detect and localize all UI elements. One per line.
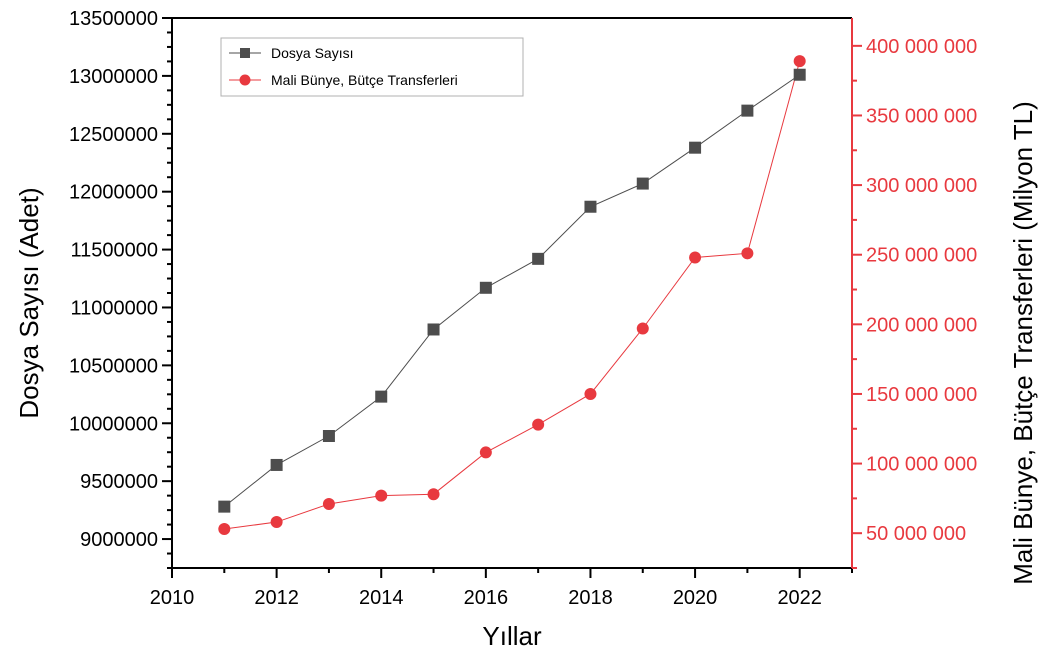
y2-tick-label: 350 000 000 <box>866 105 977 127</box>
data-point-circle <box>584 387 597 400</box>
data-point-circle <box>532 418 545 431</box>
data-point-circle <box>793 55 806 68</box>
data-point-square <box>427 323 440 336</box>
data-point-square <box>741 104 754 117</box>
data-point-circle <box>427 488 440 501</box>
legend-marker-circle <box>239 74 251 86</box>
series-lines-group <box>223 61 801 530</box>
data-point-circle <box>270 516 283 529</box>
y-tick-label: 13000000 <box>69 66 158 88</box>
y2-tick-label: 150 000 000 <box>866 384 977 406</box>
legend-marker-square <box>240 48 250 58</box>
data-point-circle <box>218 523 231 536</box>
y-tick-label: 12500000 <box>69 124 158 146</box>
data-point-square <box>270 458 283 471</box>
data-point-square <box>689 141 702 154</box>
y-tick-label: 12000000 <box>69 182 158 204</box>
data-point-circle <box>636 322 649 335</box>
data-point-circle <box>375 489 388 502</box>
data-point-square <box>322 430 335 442</box>
data-point-circle <box>322 497 335 510</box>
y-tick-label: 11000000 <box>71 297 159 319</box>
y2-tick-label: 300 000 000 <box>866 175 977 197</box>
series-markers-group <box>218 55 806 536</box>
legend-box <box>220 37 524 97</box>
legend-label-1: Dosya Sayısı <box>271 45 353 61</box>
y2-tick-label: 50 000 000 <box>866 523 966 545</box>
data-point-circle <box>689 251 702 264</box>
x-axis-title: Yıllar <box>482 621 542 651</box>
y2-tick-label: 400 000 000 <box>866 36 977 58</box>
legend: Dosya Sayısı Mali Bünye, Bütçe Transferle… <box>220 37 524 97</box>
x-tick-label: 2018 <box>568 587 613 609</box>
x-tick-label: 2012 <box>254 587 299 609</box>
data-point-square <box>479 281 492 294</box>
data-point-square <box>375 390 388 403</box>
data-point-square <box>218 500 231 513</box>
y-tick-label: 10500000 <box>69 355 158 377</box>
series-line-1 <box>223 74 800 508</box>
y-axis-title: Dosya Sayısı (Adet) <box>14 187 44 418</box>
y-tick-label: 10000000 <box>69 413 158 435</box>
data-point-circle <box>741 247 754 260</box>
x-tick-label: 2020 <box>673 587 718 609</box>
x-tick-label: 2014 <box>359 587 404 609</box>
data-point-square <box>636 177 649 190</box>
x-tick-label: 2016 <box>464 587 509 609</box>
x-tick-label: 2010 <box>150 587 195 609</box>
legend-items: Dosya Sayısı Mali Bünye, Bütçe Transferle… <box>229 45 458 88</box>
y-tick-label: 9500000 <box>80 471 158 493</box>
y2-axis-title: Mali Bünye, Bütçe Transferleri (Milyon T… <box>1008 101 1038 585</box>
y2-tick-label: 200 000 000 <box>866 314 977 336</box>
series-line-2 <box>224 61 801 530</box>
y2-tick-label: 250 000 000 <box>866 245 977 267</box>
data-point-square <box>793 68 806 81</box>
y-tick-label: 13500000 <box>69 8 158 30</box>
data-point-circle <box>479 446 492 459</box>
data-point-square <box>584 200 597 213</box>
x-tick-label: 2022 <box>777 587 822 609</box>
legend-label-2: Mali Bünye, Bütçe Transferleri <box>271 72 458 88</box>
y-tick-label: 9000000 <box>80 529 158 551</box>
data-point-square <box>532 252 545 265</box>
y2-tick-label: 100 000 000 <box>866 454 977 476</box>
y-tick-label: 11500000 <box>71 240 159 262</box>
axes-group: 2010 2012 2014 2016 2018 2020 2022 9000000 95000… <box>69 8 977 609</box>
